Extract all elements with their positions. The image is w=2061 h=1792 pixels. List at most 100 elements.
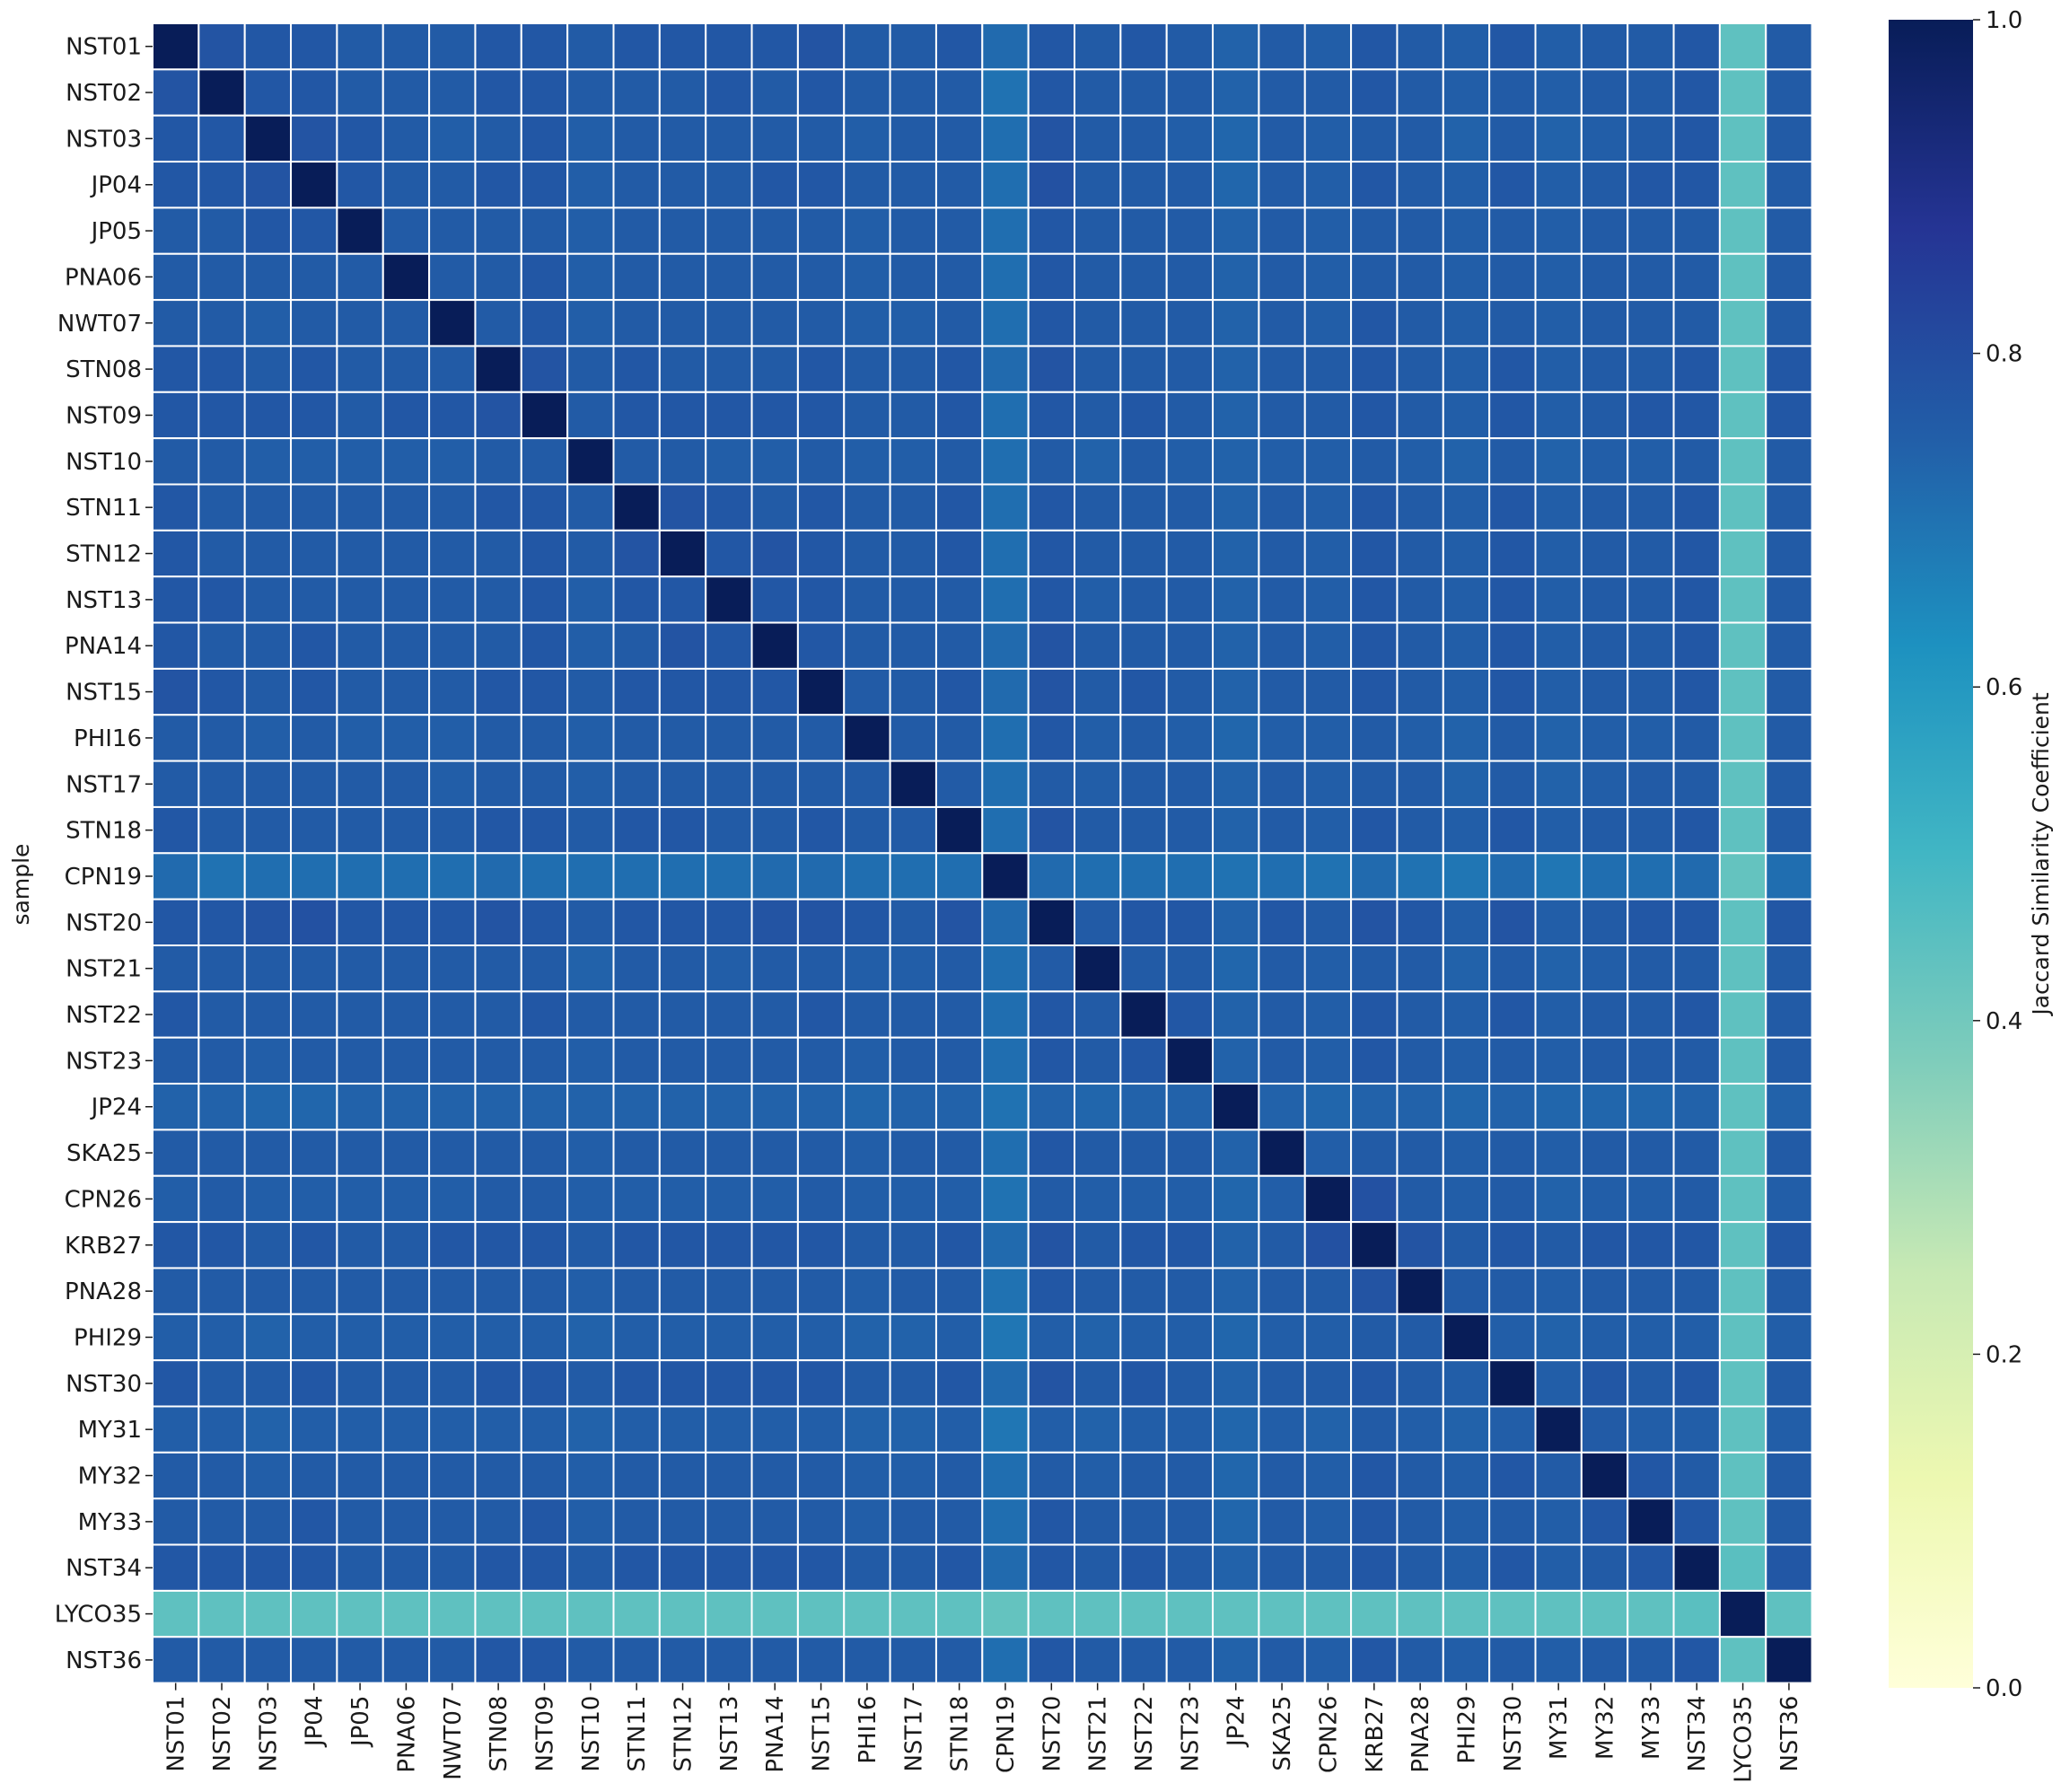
heatmap-cell xyxy=(197,852,246,900)
heatmap-cell xyxy=(1672,437,1721,486)
heatmap-cell xyxy=(981,621,1030,670)
heatmap-cell xyxy=(1580,345,1629,393)
heatmap-cell xyxy=(1027,1589,1076,1638)
heatmap-cell xyxy=(1258,391,1306,440)
heatmap-cell xyxy=(1258,1498,1306,1546)
heatmap-cell xyxy=(1212,299,1260,347)
heatmap-cell xyxy=(1534,114,1583,163)
heatmap-cell xyxy=(382,252,431,302)
heatmap-cell xyxy=(1212,161,1260,209)
heatmap-cell xyxy=(1258,990,1306,1039)
heatmap-cell xyxy=(1627,1405,1675,1454)
heatmap-cell xyxy=(750,206,799,255)
heatmap-cell xyxy=(1672,621,1721,670)
heatmap-cell xyxy=(520,1267,569,1315)
heatmap-cell xyxy=(889,1036,937,1085)
heatmap-cell xyxy=(243,1221,293,1269)
heatmap-cell xyxy=(1212,68,1260,117)
heatmap-cell xyxy=(1074,1451,1122,1500)
heatmap-cell xyxy=(612,1174,661,1224)
heatmap-cell xyxy=(796,805,846,855)
heatmap-cell xyxy=(1672,252,1721,302)
heatmap-cell xyxy=(1027,990,1076,1039)
heatmap-cell xyxy=(566,114,615,163)
heatmap-cell xyxy=(290,990,338,1039)
heatmap-cell xyxy=(796,483,846,531)
x-tick-label: NST36 xyxy=(1776,1696,1803,1772)
heatmap-cell xyxy=(1119,1405,1168,1454)
heatmap-cell xyxy=(1074,1129,1122,1177)
heatmap-cell xyxy=(382,990,431,1039)
colorbar-tick-label: 0.6 xyxy=(1986,674,2022,701)
heatmap-cell xyxy=(750,944,799,993)
heatmap-cell xyxy=(566,1083,615,1131)
y-tick-label: LYCO35 xyxy=(55,1602,142,1629)
heatmap-cell xyxy=(1258,760,1306,808)
heatmap-cell xyxy=(382,483,431,531)
heatmap-cell xyxy=(1488,1221,1537,1269)
heatmap-cell xyxy=(1212,1498,1260,1546)
heatmap-cell xyxy=(843,114,891,163)
heatmap-cell xyxy=(1165,990,1215,1039)
heatmap-cell xyxy=(1350,299,1399,347)
heatmap-cell xyxy=(1672,1543,1721,1592)
heatmap-cell xyxy=(1396,667,1444,716)
heatmap-cell xyxy=(1442,898,1491,947)
heatmap-cell xyxy=(1258,1543,1306,1592)
heatmap-cell xyxy=(152,805,200,855)
heatmap-cell xyxy=(290,252,338,302)
y-tick-label: NST13 xyxy=(66,587,142,614)
heatmap-cell xyxy=(658,1451,707,1500)
heatmap-cell xyxy=(428,1267,477,1315)
heatmap-cell xyxy=(1765,1174,1813,1224)
heatmap-cell xyxy=(1165,1129,1215,1177)
heatmap-cell xyxy=(981,252,1030,302)
heatmap-cell xyxy=(889,22,937,71)
heatmap-cell xyxy=(290,1174,338,1224)
heatmap-cell xyxy=(843,852,891,900)
heatmap-cell xyxy=(1027,1129,1076,1177)
heatmap-cell xyxy=(889,114,937,163)
heatmap-cell xyxy=(889,1267,937,1315)
colorbar-label: Jaccard Similarity Coefficient xyxy=(2028,692,2054,1017)
heatmap-cell xyxy=(474,252,522,302)
heatmap-cell xyxy=(1672,68,1721,117)
heatmap-cell xyxy=(1303,1498,1353,1546)
heatmap-cell xyxy=(1303,299,1353,347)
heatmap-cell xyxy=(612,1083,661,1131)
heatmap-cell xyxy=(843,299,891,347)
heatmap-cell xyxy=(796,299,846,347)
heatmap-cell xyxy=(243,68,293,117)
heatmap-cell xyxy=(243,1498,293,1546)
heatmap-cell xyxy=(243,1359,293,1408)
heatmap-cell xyxy=(290,437,338,486)
heatmap-cell xyxy=(566,1498,615,1546)
heatmap-cell xyxy=(1534,760,1583,808)
heatmap-cell xyxy=(197,391,246,440)
heatmap-cell xyxy=(750,760,799,808)
heatmap-cell xyxy=(1627,852,1675,900)
heatmap-cell xyxy=(750,1498,799,1546)
x-tick-label: PNA06 xyxy=(393,1696,420,1773)
heatmap-cell xyxy=(658,575,707,624)
heatmap-cell xyxy=(1212,1359,1260,1408)
heatmap-cell xyxy=(336,206,384,255)
heatmap-cell xyxy=(1765,1498,1813,1546)
heatmap-cell xyxy=(1488,529,1537,578)
heatmap-cell xyxy=(1303,1313,1353,1362)
heatmap-cell xyxy=(1165,575,1215,624)
heatmap-cell xyxy=(705,714,753,762)
heatmap-cell xyxy=(197,1221,246,1269)
heatmap-cell xyxy=(1027,1543,1076,1592)
heatmap-cell xyxy=(1165,1451,1215,1500)
x-tick-label: JP24 xyxy=(1223,1696,1250,1748)
heatmap-cell xyxy=(658,1267,707,1315)
heatmap-cell xyxy=(1212,1174,1260,1224)
heatmap-cell xyxy=(1350,1498,1399,1546)
heatmap-cell xyxy=(889,1451,937,1500)
heatmap-cell xyxy=(934,990,984,1039)
heatmap-cell xyxy=(1765,345,1813,393)
heatmap-cell xyxy=(1442,529,1491,578)
heatmap-cell xyxy=(658,437,707,486)
heatmap-cell xyxy=(1488,990,1537,1039)
